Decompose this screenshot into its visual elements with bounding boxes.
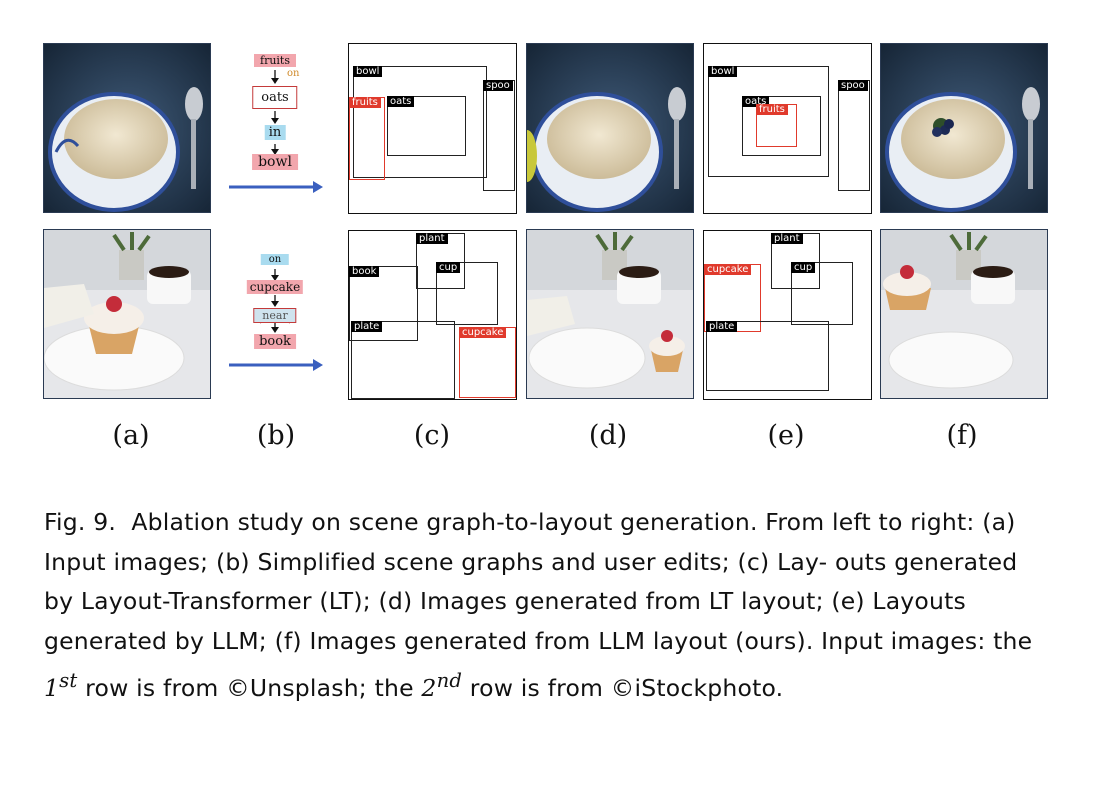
caption-text: Ablation study on scene graph-to-layout … [44, 508, 1033, 655]
figure-caption: Fig. 9. Ablation study on scene graph-to… [44, 503, 1054, 708]
relation-on: on [260, 254, 290, 265]
box-bowl: bowl [708, 66, 829, 177]
lt-bowl-graphic [527, 44, 693, 212]
caption-text: row is from ©iStockphoto. [462, 673, 784, 702]
llm-cupcake-graphic [881, 230, 1047, 398]
label-d: (d) [588, 420, 628, 451]
ordinal-second: 2 [421, 673, 437, 702]
label-f: (f) [946, 420, 978, 451]
llm-layout-row1: bowl oats fruits spoo [703, 43, 872, 214]
label-a: (a) [112, 420, 150, 451]
tag-bowl: bowl [708, 66, 738, 77]
node-bowl: bowl [252, 154, 298, 170]
lt-image-cupcake [526, 229, 694, 399]
box-plant: plant [771, 233, 820, 289]
caption-prefix: Fig. 9. [44, 508, 117, 536]
box-fruits: fruits [756, 104, 797, 147]
node-fruits: fruits [254, 54, 296, 67]
caption-text: row is from ©Unsplash; the [77, 673, 422, 702]
relation-near-edited: near [253, 308, 297, 323]
box-plate: plate [706, 321, 829, 391]
scene-graph-arrows [229, 70, 323, 193]
bowl-photo-graphic [44, 44, 210, 212]
box-plate: plate [351, 321, 455, 399]
label-e: (e) [767, 420, 805, 451]
box-cup: cup [791, 262, 853, 325]
box-fruits: fruits [349, 97, 385, 180]
llm-image-bowl [880, 43, 1048, 213]
llm-bowl-graphic [881, 44, 1047, 212]
llm-image-cupcake [880, 229, 1048, 399]
label-c: (c) [413, 420, 451, 451]
lt-cupcake-graphic [527, 230, 693, 398]
box-plant: plant [416, 233, 465, 289]
label-b: (b) [256, 420, 296, 451]
tag-plant: plant [771, 233, 803, 244]
tag-plate: plate [706, 321, 738, 332]
box-oats: oats [742, 96, 821, 156]
node-cupcake: cupcake [246, 280, 304, 294]
llm-layout-row2: plant cupcake cup plate [703, 230, 872, 400]
tag-cupcake: cupcake [704, 264, 752, 275]
relation-on: on [287, 68, 300, 79]
input-image-cupcake [43, 229, 211, 399]
scene-graph-row1: fruits on oats in bowl [225, 50, 335, 200]
tag-cupcake: cupcake [459, 327, 507, 338]
box-spoon: spoo [483, 80, 515, 191]
tag-cup: cup [791, 262, 816, 273]
box-oats: oats [387, 96, 466, 156]
node-book: book [254, 334, 296, 349]
box-spoon: spoo [838, 80, 870, 191]
box-book: book [349, 266, 418, 341]
tag-spoon: spoo [838, 80, 868, 91]
lt-layout-row2: plant book cup plate cupcake [348, 230, 517, 400]
lt-image-bowl [526, 43, 694, 213]
ordinal-first: 1 [44, 673, 60, 702]
tag-oats: oats [742, 96, 770, 107]
ordinal-second-suffix: nd [436, 669, 463, 692]
box-bowl: bowl [353, 66, 487, 178]
tag-fruits: fruits [349, 97, 381, 108]
tag-fruits: fruits [756, 104, 788, 115]
lt-layout-row1: bowl fruits oats spoo [348, 43, 517, 214]
tag-book: book [349, 266, 380, 277]
ordinal-first-suffix: st [59, 669, 78, 692]
box-cupcake: cupcake [459, 327, 516, 398]
cupcake-photo-graphic [44, 230, 210, 398]
tag-oats: oats [387, 96, 415, 107]
tag-cup: cup [436, 262, 461, 273]
tag-plate: plate [351, 321, 383, 332]
node-oats: oats [252, 86, 298, 109]
input-image-bowl [43, 43, 211, 213]
tag-bowl: bowl [353, 66, 383, 77]
tag-plant: plant [416, 233, 448, 244]
relation-in: in [264, 125, 286, 140]
box-cup: cup [436, 262, 498, 325]
scene-graph-row2: on cupcake near book [225, 250, 335, 380]
tag-spoon: spoo [483, 80, 513, 91]
